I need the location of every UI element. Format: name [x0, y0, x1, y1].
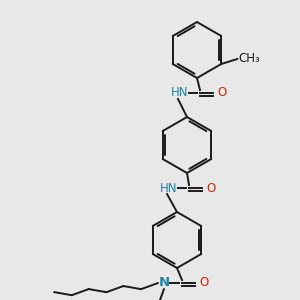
Text: O: O	[199, 277, 208, 290]
Text: HN: HN	[160, 182, 178, 194]
Text: CH₃: CH₃	[238, 52, 260, 65]
Text: O: O	[206, 182, 215, 194]
Text: O: O	[217, 86, 226, 100]
Text: N: N	[158, 277, 169, 290]
Text: HN: HN	[171, 86, 189, 100]
